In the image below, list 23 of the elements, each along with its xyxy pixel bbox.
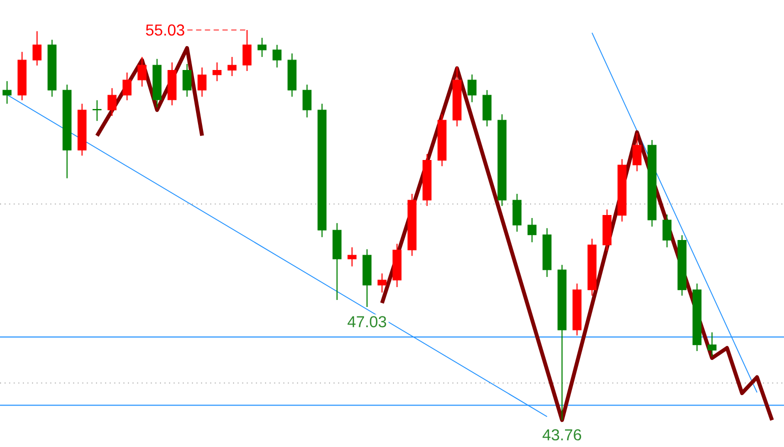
candlestick: [348, 246, 356, 267]
candlestick: [92, 100, 102, 122]
candlestick: [302, 84, 312, 118]
candlestick: [32, 30, 42, 66]
candlestick: [272, 44, 282, 68]
candlestick: [182, 63, 192, 98]
candlestick: [632, 132, 642, 172]
candlestick: [198, 66, 207, 98]
candlestick: [258, 37, 267, 58]
candlestick: [108, 88, 117, 116]
candlestick: [378, 272, 386, 294]
candlestick: [228, 56, 237, 77]
candlestick: [708, 332, 716, 358]
candlestick: [2, 80, 12, 104]
candlestick: [528, 218, 536, 243]
annotation: 55.03: [146, 24, 184, 36]
candlestick: [138, 56, 147, 88]
candlestick: [212, 62, 222, 82]
candlestick: [662, 214, 672, 248]
annotation: 43.76: [542, 429, 582, 440]
annotation: 47.03: [348, 316, 386, 328]
candlestick: [468, 74, 476, 103]
candlestick: [122, 72, 132, 101]
